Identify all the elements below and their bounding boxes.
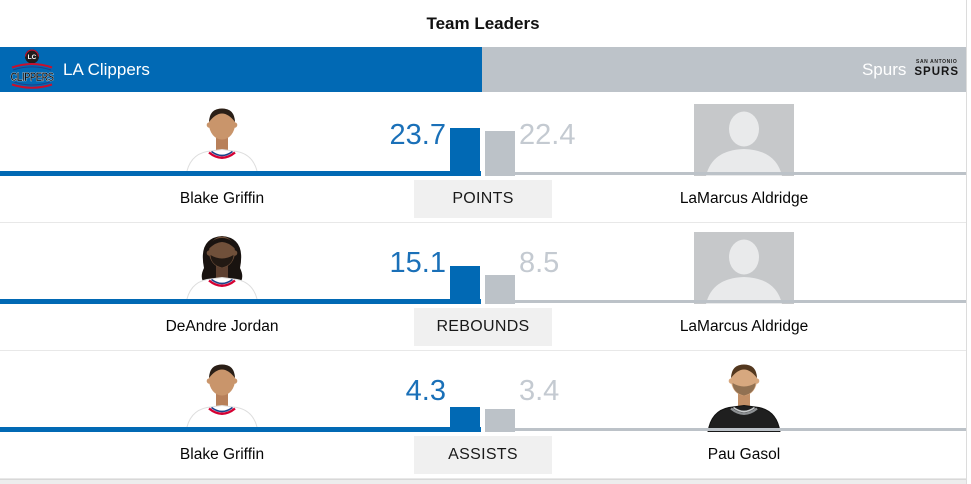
stat-bar-left xyxy=(450,128,480,176)
spurs-logo-icon: SAN ANTONIO SPURS xyxy=(914,59,959,79)
stat-label: POINTS xyxy=(414,180,552,218)
player-name-left[interactable]: Blake Griffin xyxy=(179,190,265,207)
stat-bar-left xyxy=(450,407,480,432)
player-name-right[interactable]: LaMarcus Aldridge xyxy=(679,318,809,335)
spurs-team-name: Spurs xyxy=(861,59,907,79)
player-photo-left[interactable] xyxy=(172,104,272,177)
stat-rows: 23.7 22.4 POINTS Blake Griffin LaMarcus … xyxy=(0,95,966,479)
stat-value-left: 23.7 xyxy=(389,119,446,151)
player-photo-right[interactable] xyxy=(694,232,794,304)
player-photo-left[interactable] xyxy=(172,232,272,305)
page-title: Team Leaders xyxy=(426,13,540,33)
widget-title-row: Team Leaders xyxy=(0,0,966,47)
stat-bar-right xyxy=(485,275,515,304)
stat-value-left: 15.1 xyxy=(389,247,446,279)
player-photo-right[interactable] xyxy=(694,360,794,433)
stat-label: REBOUNDS xyxy=(414,308,552,346)
stat-value-left: 4.3 xyxy=(405,375,446,407)
player-photo-right[interactable] xyxy=(694,104,794,176)
stat-value-right: 3.4 xyxy=(519,375,560,407)
clippers-underline xyxy=(0,171,481,176)
clippers-logo-icon: LC CLIPPERS xyxy=(10,49,55,89)
team-header-spurs[interactable]: Spurs SAN ANTONIO SPURS xyxy=(482,47,966,92)
stat-value-right: 8.5 xyxy=(519,247,560,279)
player-name-left[interactable]: DeAndre Jordan xyxy=(165,318,279,335)
player-name-left[interactable]: Blake Griffin xyxy=(179,446,265,463)
stat-row-points: 23.7 22.4 POINTS Blake Griffin LaMarcus … xyxy=(0,95,966,223)
player-photo-left[interactable] xyxy=(172,360,272,433)
clippers-underline xyxy=(0,427,481,432)
stat-label: ASSISTS xyxy=(414,436,552,474)
stat-row-rebounds: 15.1 8.5 REBOUNDS DeAndre Jordan LaMarcu… xyxy=(0,223,966,351)
stat-row-assists: 4.3 3.4 ASSISTS Blake Griffin Pau Gasol xyxy=(0,351,966,479)
clippers-underline xyxy=(0,299,481,304)
player-name-right[interactable]: LaMarcus Aldridge xyxy=(679,190,809,207)
team-header-clippers[interactable]: LC CLIPPERS LA Clippers xyxy=(0,47,482,92)
spurs-logo-wordmark: SPURS xyxy=(914,65,959,78)
team-header-bar: LC CLIPPERS LA Clippers Spurs SAN ANTONI… xyxy=(0,47,966,92)
stat-value-right: 22.4 xyxy=(519,119,576,151)
next-section-edge xyxy=(0,479,966,484)
clippers-ball-monogram: LC xyxy=(28,54,37,61)
spurs-underline xyxy=(485,428,966,431)
stat-bar-right xyxy=(485,131,515,176)
spurs-underline xyxy=(485,300,966,303)
spurs-logo-city-text: SAN ANTONIO xyxy=(916,59,958,66)
stat-bar-left xyxy=(450,266,480,304)
stat-bar-right xyxy=(485,409,515,432)
clippers-wordmark: CLIPPERS xyxy=(10,71,54,84)
player-name-right[interactable]: Pau Gasol xyxy=(707,446,781,463)
spurs-underline xyxy=(485,172,966,175)
clippers-team-name: LA Clippers xyxy=(63,59,150,79)
